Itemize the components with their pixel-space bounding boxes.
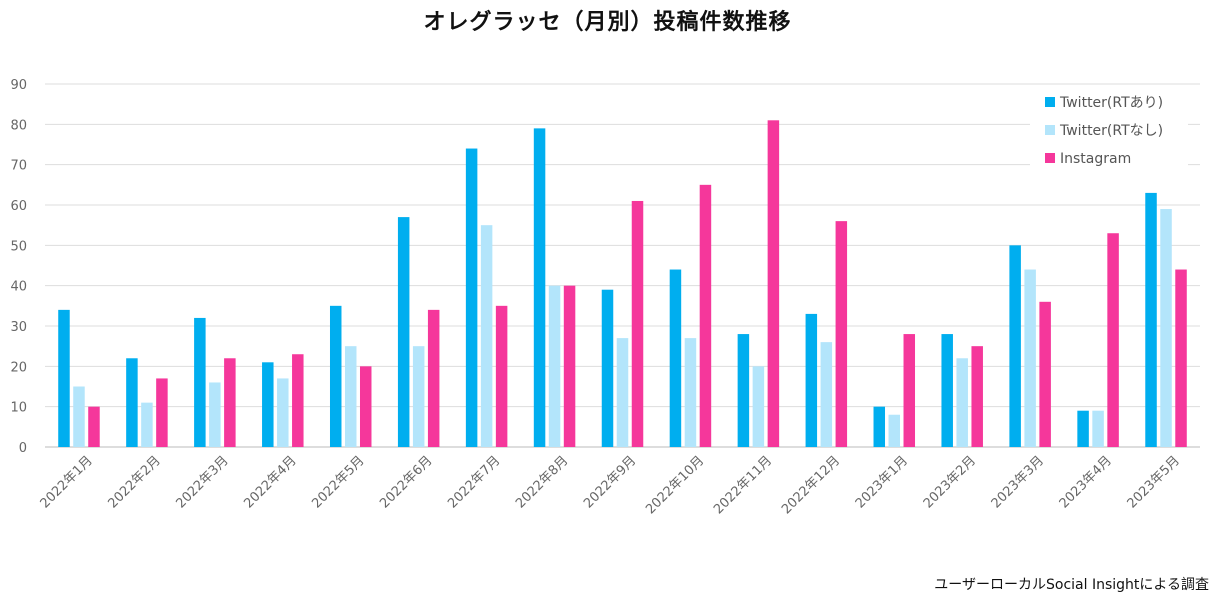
bar-2-5: [344, 346, 357, 447]
bar-3-4: [292, 354, 304, 447]
y-axis: 0 10 20 30 40 50 60 70 80 90: [10, 78, 27, 456]
bar-2-14: [956, 358, 968, 447]
x-tick-label: 2022年7月: [445, 453, 503, 511]
legend-label: Twitter(RTあり): [1059, 95, 1163, 111]
bar-3-11: [767, 120, 780, 448]
x-tick-label: 2022年3月: [173, 453, 231, 511]
bar-2-13: [888, 414, 901, 447]
bar-2-15: [1024, 269, 1036, 447]
bar-1-11: [737, 334, 750, 447]
bar-2-6: [412, 346, 425, 447]
bar-3-13: [903, 334, 916, 447]
bar-1-12: [805, 313, 818, 447]
bar-3-8: [563, 285, 576, 447]
x-tick-label: 2022年2月: [106, 453, 164, 511]
y-tick-label: 20: [10, 360, 27, 375]
legend-swatch: [1045, 153, 1055, 163]
bar-3-17: [1175, 269, 1187, 447]
x-tick-label: 2023年2月: [921, 453, 979, 511]
bar-1-2: [126, 358, 138, 447]
y-tick-label: 0: [19, 441, 27, 456]
bar-3-12: [835, 221, 848, 447]
chart-title: オレグラッセ（月別）投稿件数推移: [423, 10, 792, 35]
y-tick-label: 30: [10, 320, 27, 335]
bar-2-1: [73, 386, 85, 447]
y-tick-label: 10: [10, 401, 27, 416]
bar-3-10: [699, 184, 712, 448]
x-tick-label: 2022年12月: [779, 453, 843, 517]
x-tick-label: 2022年1月: [38, 453, 96, 511]
bar-3-3: [224, 358, 236, 447]
x-tick-label: 2023年4月: [1057, 453, 1115, 511]
bar-3-5: [359, 366, 372, 447]
bar-3-7: [495, 305, 508, 447]
x-axis: 2022年1月 2022年2月 2022年3月 2022年4月 2022年5月 2022年…: [38, 453, 1183, 517]
bar-1-1: [58, 309, 70, 447]
x-tick-label: 2022年4月: [241, 453, 299, 511]
bar-1-14: [941, 334, 953, 447]
bar-2-3: [209, 382, 221, 447]
y-tick-label: 60: [10, 199, 27, 214]
bar-3-6: [427, 309, 440, 447]
source-note: ユーザーローカルSocial Insightによる調査: [934, 577, 1209, 593]
bar-3-2: [156, 378, 168, 447]
bar-1-5: [329, 305, 342, 447]
bar-2-16: [1092, 410, 1104, 447]
bars: [58, 120, 1187, 448]
bar-1-6: [397, 217, 410, 447]
y-tick-label: 40: [10, 280, 27, 295]
x-tick-label: 2022年10月: [643, 453, 707, 517]
legend-background: [1030, 88, 1188, 168]
bar-2-12: [820, 342, 833, 447]
bar-3-15: [1039, 301, 1051, 447]
bar-3-16: [1107, 233, 1119, 447]
x-tick-label: 2022年5月: [309, 453, 367, 511]
x-tick-label: 2022年9月: [581, 453, 639, 511]
x-tick-label: 2022年8月: [513, 453, 571, 511]
bar-2-17: [1160, 209, 1172, 447]
x-tick-label: 2022年6月: [377, 453, 435, 511]
bar-1-16: [1077, 410, 1089, 447]
bar-1-7: [465, 148, 478, 448]
bar-2-11: [752, 366, 765, 447]
x-tick-label: 2023年5月: [1125, 453, 1183, 511]
bar-3-9: [631, 200, 644, 447]
y-tick-label: 50: [10, 239, 27, 254]
bar-2-8: [548, 285, 561, 447]
bar-1-3: [194, 317, 206, 447]
bar-2-10: [684, 338, 697, 447]
bar-2-2: [141, 402, 153, 447]
x-tick-label: 2022年11月: [711, 453, 775, 517]
legend-label: Instagram: [1060, 151, 1131, 167]
bar-1-13: [873, 406, 886, 447]
bar-1-15: [1009, 245, 1021, 447]
y-tick-label: 70: [10, 159, 27, 174]
legend: Twitter(RTあり) Twitter(RTなし) Instagram: [1030, 88, 1188, 168]
bar-1-10: [669, 269, 682, 447]
legend-swatch: [1045, 125, 1055, 135]
bar-2-9: [616, 338, 629, 447]
legend-swatch: [1045, 97, 1055, 107]
bar-2-4: [277, 378, 289, 447]
bar-2-7: [480, 225, 493, 447]
bar-1-9: [601, 289, 614, 447]
bar-1-4: [262, 362, 274, 447]
y-tick-label: 80: [10, 118, 27, 133]
y-tick-label: 90: [10, 78, 27, 93]
legend-label: Twitter(RTなし): [1059, 123, 1163, 139]
bar-3-14: [971, 346, 983, 447]
x-tick-label: 2023年3月: [989, 453, 1047, 511]
bar-1-8: [533, 128, 546, 447]
x-tick-label: 2023年1月: [853, 453, 911, 511]
bar-3-1: [88, 406, 100, 447]
bar-1-17: [1145, 192, 1157, 447]
